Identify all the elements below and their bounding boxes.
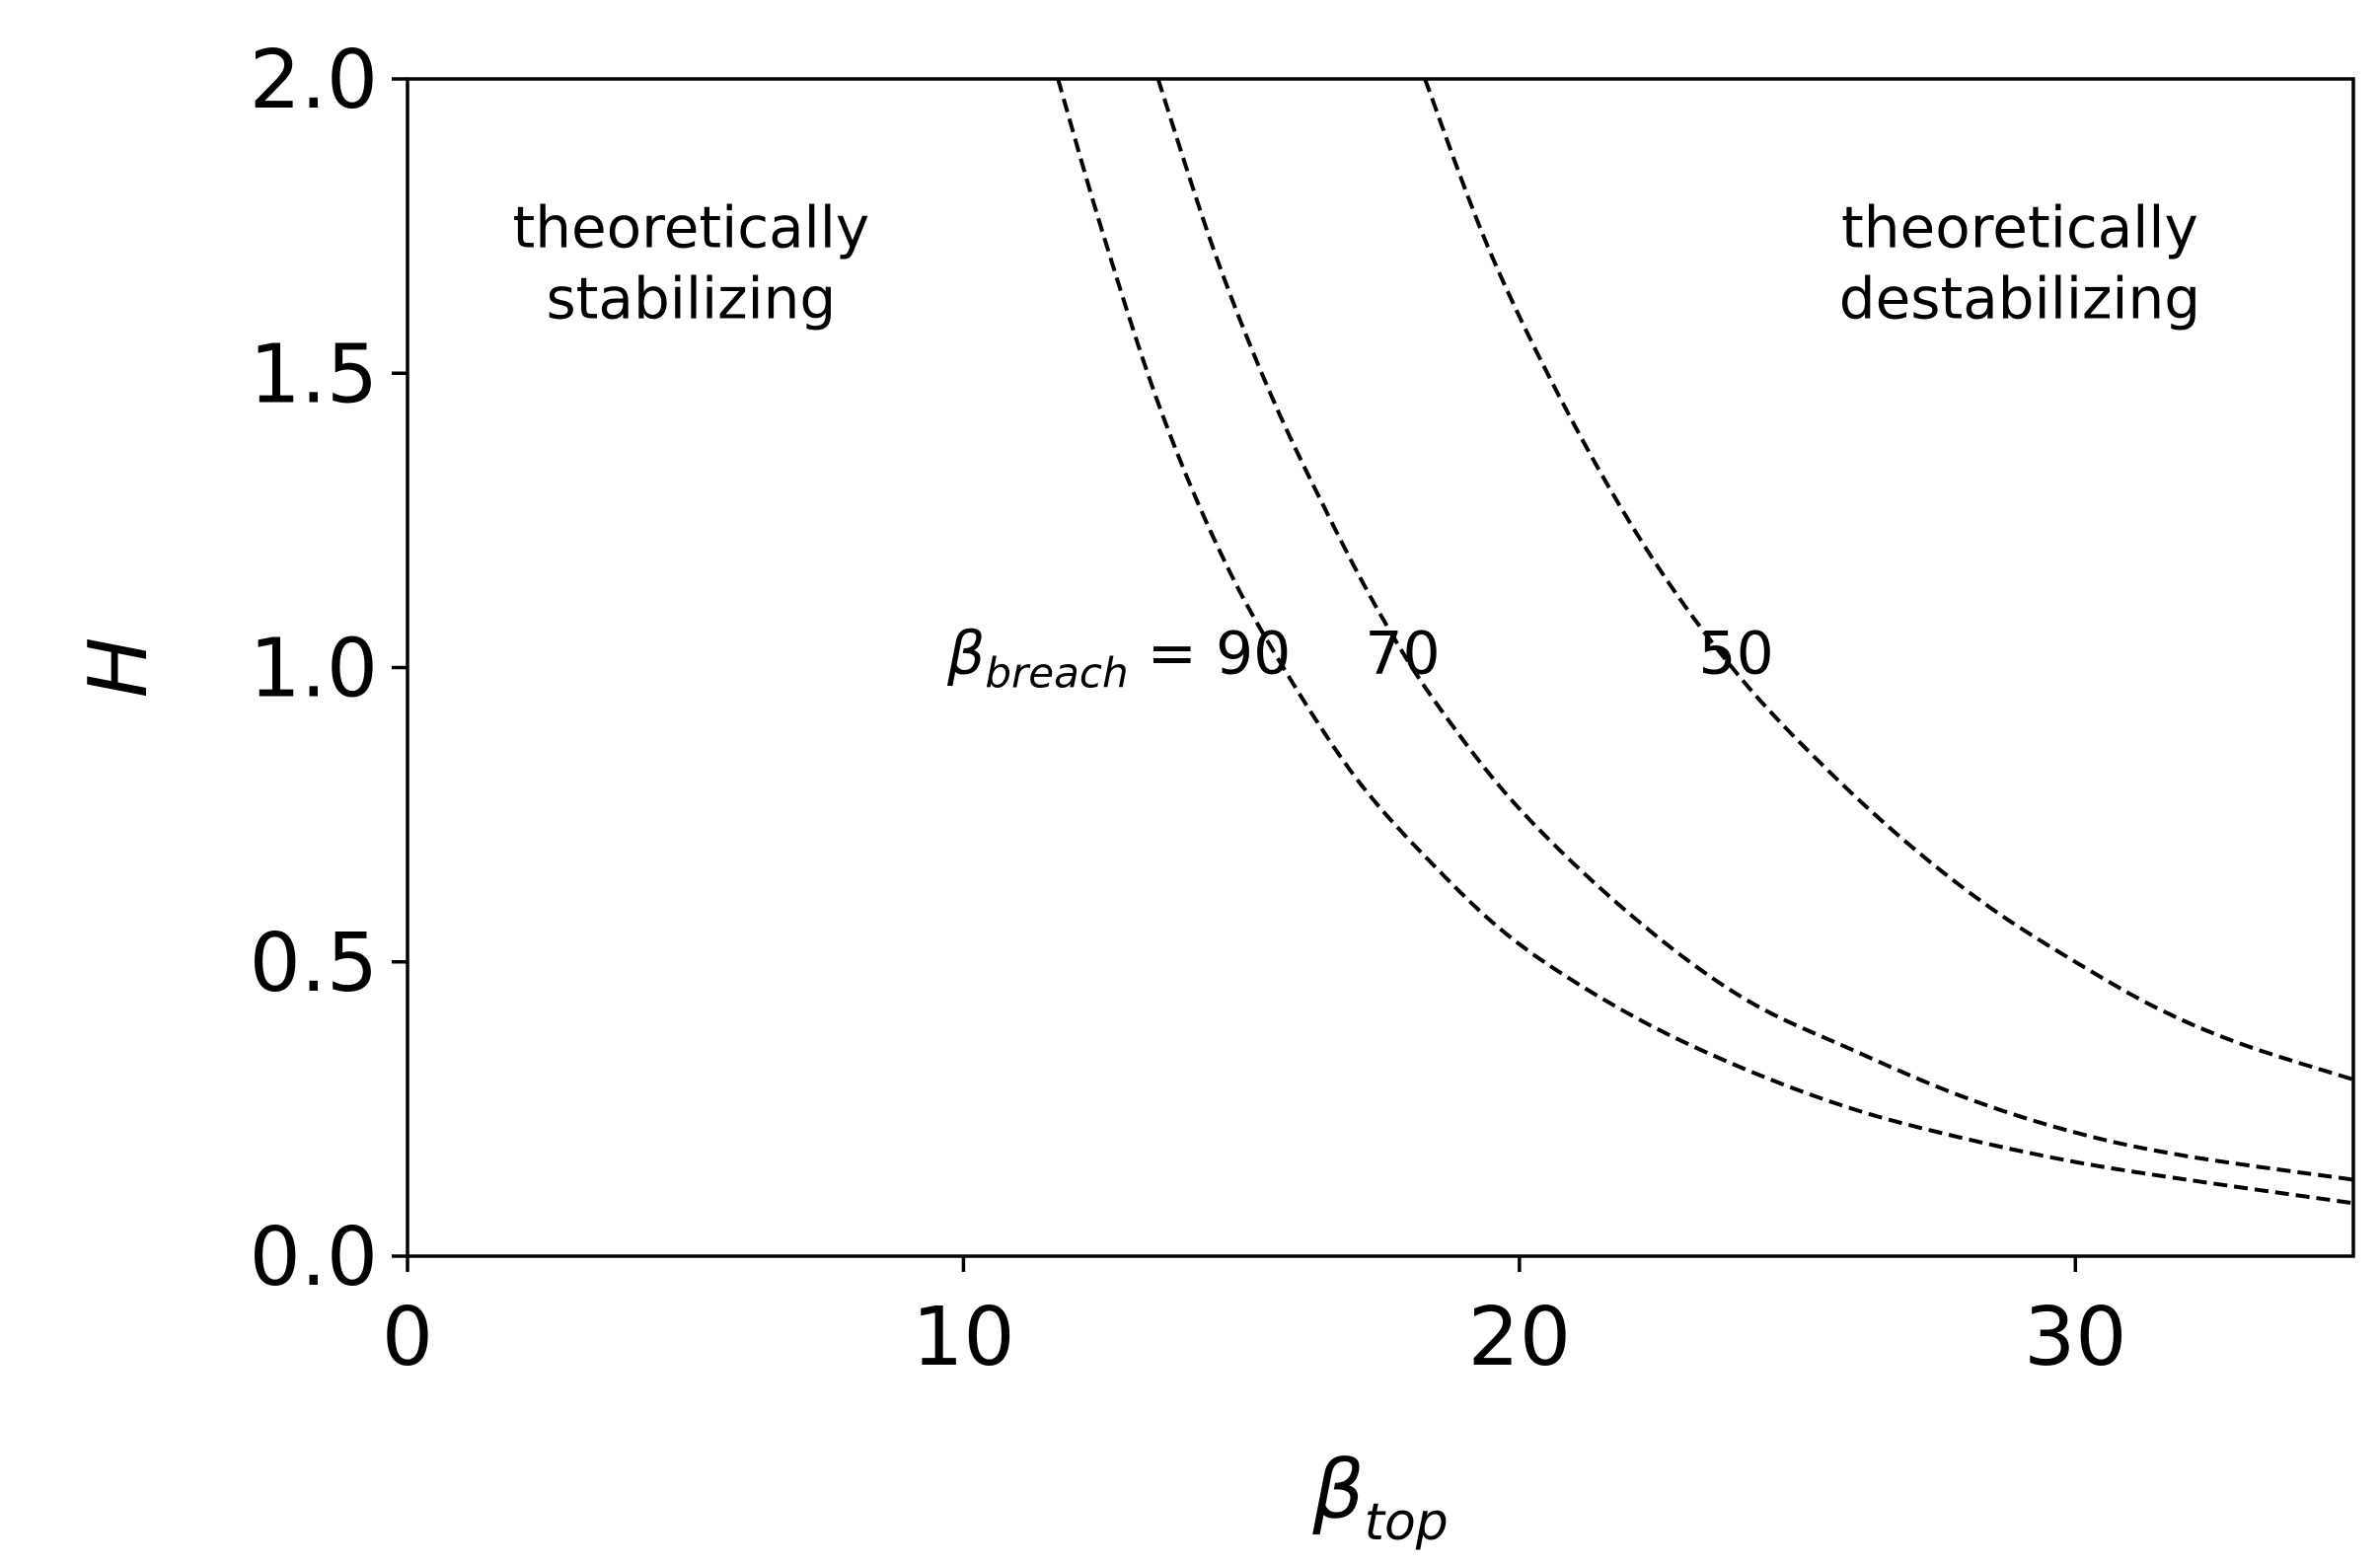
y-tick-label: 0.0 (250, 1211, 378, 1305)
y-tick-label: 0.5 (250, 917, 378, 1010)
series-line-90 (1056, 79, 2353, 1206)
x-axis-label-subscript: top (1365, 1493, 1449, 1552)
x-tick-label: 10 (912, 1291, 1014, 1384)
curve-labels-layer: βbreach = 90 70 50 (946, 620, 1774, 698)
y-tick-label: 1.0 (250, 623, 378, 716)
x-axis-label: βtop (1311, 1444, 1449, 1552)
region-annotation: theoretically stabilizing (512, 194, 869, 333)
curve-label-70: 70 (1365, 620, 1440, 689)
x-axis: 0 10 20 30 (382, 1256, 2126, 1384)
x-tick-label: 30 (2024, 1291, 2126, 1384)
y-tick-label: 1.5 (250, 328, 378, 421)
x-tick-label: 0 (382, 1291, 433, 1384)
region-annotation: theoretically destabilizing (1839, 194, 2200, 333)
annotations-layer: theoretically stabilizing theoretically des… (512, 194, 2200, 333)
curve-label-50: 50 (1698, 620, 1773, 689)
series-line-50 (1423, 79, 2353, 1081)
x-axis-label-symbol: β (1311, 1444, 1364, 1537)
y-axis: 0.0 0.5 1.0 1.5 2.0 (250, 34, 408, 1305)
y-axis-label: H (72, 637, 166, 699)
curves-layer (1056, 79, 2353, 1206)
curve-label-90: βbreach = 90 (946, 620, 1291, 698)
x-tick-label: 20 (1468, 1291, 1571, 1384)
y-tick-label: 2.0 (250, 34, 378, 127)
